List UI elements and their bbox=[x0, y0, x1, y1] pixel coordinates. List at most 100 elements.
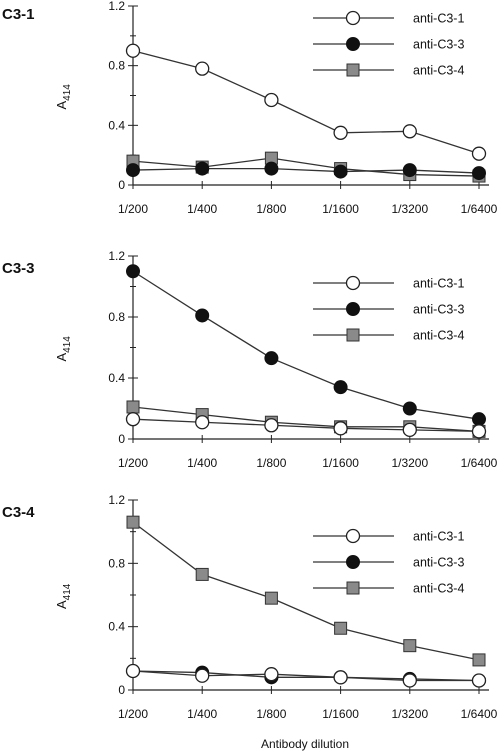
x-tick-label: 1/400 bbox=[187, 202, 217, 216]
legend-entry-anti-c3-1: anti-C3-1 bbox=[313, 10, 464, 26]
series-line-anti-c3-3 bbox=[132, 270, 480, 420]
data-point-anti-c3-3 bbox=[333, 164, 348, 179]
legend-label: anti-C3-1 bbox=[413, 530, 464, 544]
series-line-anti-c3-4 bbox=[132, 521, 480, 661]
data-point-anti-c3-1 bbox=[402, 673, 417, 688]
x-tick-label: 1/6400 bbox=[461, 456, 498, 470]
series-line-anti-c3-4 bbox=[132, 157, 480, 177]
data-point-anti-c3-3 bbox=[264, 351, 279, 366]
series-line-anti-c3-1 bbox=[132, 670, 479, 682]
series-line-anti-c3-1 bbox=[132, 50, 480, 155]
legend-entry-anti-c3-4: anti-C3-4 bbox=[313, 328, 464, 343]
legend-entry-anti-c3-3: anti-C3-3 bbox=[313, 302, 464, 317]
data-point-anti-c3-1 bbox=[264, 92, 279, 108]
series-line-anti-c3-1 bbox=[132, 418, 480, 433]
legend-label: anti-C3-3 bbox=[413, 38, 464, 52]
panel-label: C3-3 bbox=[2, 260, 35, 277]
data-point-anti-c3-1 bbox=[125, 412, 141, 427]
legend-marker bbox=[346, 302, 360, 316]
legend-marker bbox=[346, 555, 360, 569]
x-tick-label: 1/6400 bbox=[461, 202, 498, 216]
data-point-anti-c3-4 bbox=[126, 515, 140, 529]
chart-panel-c3-3: C3-3 A414 0 0.4 0.8 1.2 1/200 1/400 1/800 1/1600 1… bbox=[2, 249, 498, 470]
legend-marker bbox=[346, 37, 360, 51]
y-tick-label: 0.8 bbox=[108, 310, 125, 324]
legend-label: anti-C3-4 bbox=[413, 329, 464, 343]
legend-label: anti-C3-3 bbox=[413, 556, 464, 570]
data-point-anti-c3-1 bbox=[195, 415, 210, 430]
y-axis-title: A414 bbox=[54, 583, 73, 609]
legend-marker bbox=[345, 10, 361, 26]
x-axis-title: Antibody dilution bbox=[261, 737, 349, 751]
x-tick-label: 1/3200 bbox=[391, 707, 428, 721]
x-tick-label: 1/1600 bbox=[322, 456, 359, 470]
data-point-anti-c3-1 bbox=[402, 124, 417, 139]
y-tick-label: 1.2 bbox=[108, 0, 125, 13]
data-point-anti-c3-1 bbox=[471, 146, 487, 161]
chart-panel-c3-4: C3-4 A414 0 0.4 0.8 1.2 1/200 1/400 1/800 1/1600 1… bbox=[2, 493, 498, 721]
data-point-anti-c3-1 bbox=[125, 43, 141, 58]
legend-label: anti-C3-1 bbox=[413, 12, 464, 26]
x-tick-label: 1/400 bbox=[187, 707, 217, 721]
data-point-anti-c3-1 bbox=[471, 673, 487, 688]
x-tick-label: 1/1600 bbox=[322, 202, 359, 216]
x-tick-label: 1/6400 bbox=[461, 707, 498, 721]
panel-label: C3-4 bbox=[2, 504, 35, 521]
data-point-anti-c3-3 bbox=[333, 380, 348, 395]
x-tick-label: 1/800 bbox=[256, 202, 286, 216]
legend-entry-anti-c3-3: anti-C3-3 bbox=[313, 37, 464, 52]
data-point-anti-c3-1 bbox=[471, 424, 487, 439]
data-point-anti-c3-3 bbox=[264, 161, 279, 176]
data-point-anti-c3-3 bbox=[402, 163, 417, 178]
y-tick-label: 0 bbox=[118, 178, 125, 192]
x-tick-label: 1/200 bbox=[118, 202, 148, 216]
x-tick-label: 1/800 bbox=[256, 456, 286, 470]
data-point-anti-c3-1 bbox=[264, 667, 279, 682]
y-tick-label: 0.8 bbox=[108, 59, 125, 73]
data-point-anti-c3-3 bbox=[402, 401, 417, 416]
legend-entry-anti-c3-4: anti-C3-4 bbox=[313, 63, 464, 78]
legend-label: anti-C3-3 bbox=[413, 303, 464, 317]
y-tick-label: 0 bbox=[118, 432, 125, 446]
x-tick-label: 1/3200 bbox=[391, 202, 428, 216]
data-point-anti-c3-1 bbox=[402, 422, 417, 438]
data-point-anti-c3-1 bbox=[264, 418, 279, 433]
data-point-anti-c3-3 bbox=[472, 166, 486, 181]
legend-entry-anti-c3-4: anti-C3-4 bbox=[313, 581, 464, 596]
data-point-anti-c3-3 bbox=[195, 161, 210, 176]
panel-label: C3-1 bbox=[2, 6, 35, 23]
x-tick-label: 1/3200 bbox=[391, 456, 428, 470]
legend-entry-anti-c3-1: anti-C3-1 bbox=[313, 275, 464, 291]
y-axis-title: A414 bbox=[54, 336, 73, 362]
x-tick-label: 1/200 bbox=[118, 456, 148, 470]
data-point-anti-c3-1 bbox=[195, 61, 210, 76]
data-point-anti-c3-4 bbox=[264, 591, 278, 605]
series-line-anti-c3-3 bbox=[132, 167, 480, 174]
y-tick-label: 1.2 bbox=[108, 493, 125, 507]
legend-marker bbox=[346, 581, 360, 595]
data-point-anti-c3-4 bbox=[472, 653, 486, 667]
y-tick-label: 0.4 bbox=[108, 118, 125, 132]
data-point-anti-c3-1 bbox=[333, 421, 348, 436]
data-point-anti-c3-1 bbox=[333, 670, 348, 685]
legend-label: anti-C3-1 bbox=[413, 277, 464, 291]
x-tick-label: 1/800 bbox=[256, 707, 286, 721]
data-point-anti-c3-4 bbox=[195, 567, 209, 581]
legend-label: anti-C3-4 bbox=[413, 64, 464, 78]
data-point-anti-c3-3 bbox=[126, 163, 140, 178]
legend-marker bbox=[345, 528, 361, 544]
legend-entry-anti-c3-1: anti-C3-1 bbox=[313, 528, 464, 544]
data-point-anti-c3-1 bbox=[195, 668, 210, 683]
y-tick-label: 0.4 bbox=[108, 620, 125, 634]
y-tick-label: 1.2 bbox=[108, 249, 125, 263]
legend-marker bbox=[346, 328, 360, 342]
y-tick-label: 0.4 bbox=[108, 371, 125, 385]
x-tick-label: 1/200 bbox=[118, 707, 148, 721]
y-tick-label: 0 bbox=[118, 683, 125, 697]
legend-marker bbox=[346, 63, 360, 77]
series-line-anti-c3-3 bbox=[132, 670, 480, 682]
x-tick-label: 1/1600 bbox=[322, 707, 359, 721]
data-point-anti-c3-4 bbox=[403, 639, 417, 653]
legend-marker bbox=[345, 275, 361, 291]
